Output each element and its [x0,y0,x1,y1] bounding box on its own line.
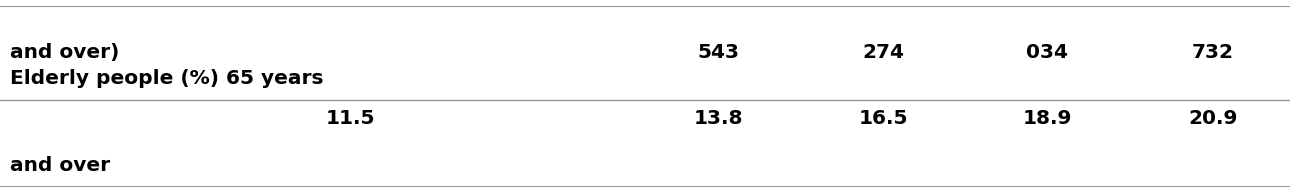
Text: 18.9: 18.9 [1023,109,1072,128]
Text: and over): and over) [10,43,120,62]
Text: 543: 543 [698,43,739,62]
Text: 11.5: 11.5 [326,109,375,128]
Text: 034: 034 [1027,43,1068,62]
Text: 274: 274 [863,43,904,62]
Text: 732: 732 [1192,43,1233,62]
Text: 13.8: 13.8 [694,109,743,128]
Text: Elderly people (%) 65 years: Elderly people (%) 65 years [10,69,324,89]
Text: 20.9: 20.9 [1188,109,1237,128]
Text: and over: and over [10,156,111,175]
Text: 16.5: 16.5 [859,109,908,128]
